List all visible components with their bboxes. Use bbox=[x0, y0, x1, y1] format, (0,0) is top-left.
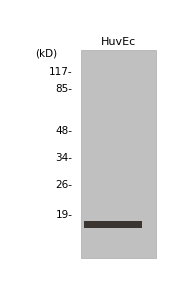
Text: (kD): (kD) bbox=[36, 48, 58, 58]
Bar bbox=[81, 50, 156, 258]
Text: 85-: 85- bbox=[55, 84, 72, 94]
Text: 34-: 34- bbox=[55, 153, 72, 164]
Text: 117-: 117- bbox=[49, 67, 72, 77]
Text: 19-: 19- bbox=[55, 210, 72, 220]
Text: 26-: 26- bbox=[55, 180, 72, 190]
Text: 48-: 48- bbox=[55, 126, 72, 136]
Bar bbox=[84, 221, 142, 228]
Text: HuvEc: HuvEc bbox=[100, 38, 136, 47]
